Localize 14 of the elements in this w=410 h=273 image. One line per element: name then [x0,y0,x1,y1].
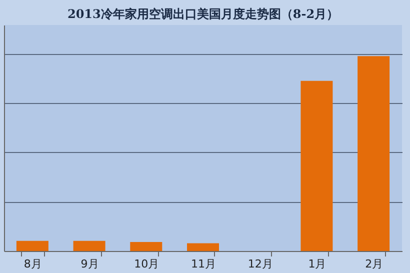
bar [73,240,106,251]
x-tick-label: 2月 [365,258,384,270]
x-tick-label: 8月 [24,258,42,270]
bar [16,240,48,251]
chart-title: 2013冷年家用空调出口美国月度走势图（8-2月） [67,7,339,21]
x-tick-label: 12月 [248,258,273,270]
x-tick-label: 11月 [191,258,216,270]
x-tick-label: 9月 [80,258,99,270]
x-tick-label: 1月 [308,258,326,270]
bar [187,243,219,251]
bar [358,56,390,251]
bar [300,80,333,251]
bar [130,242,162,251]
x-tick-label: 10月 [134,258,160,270]
